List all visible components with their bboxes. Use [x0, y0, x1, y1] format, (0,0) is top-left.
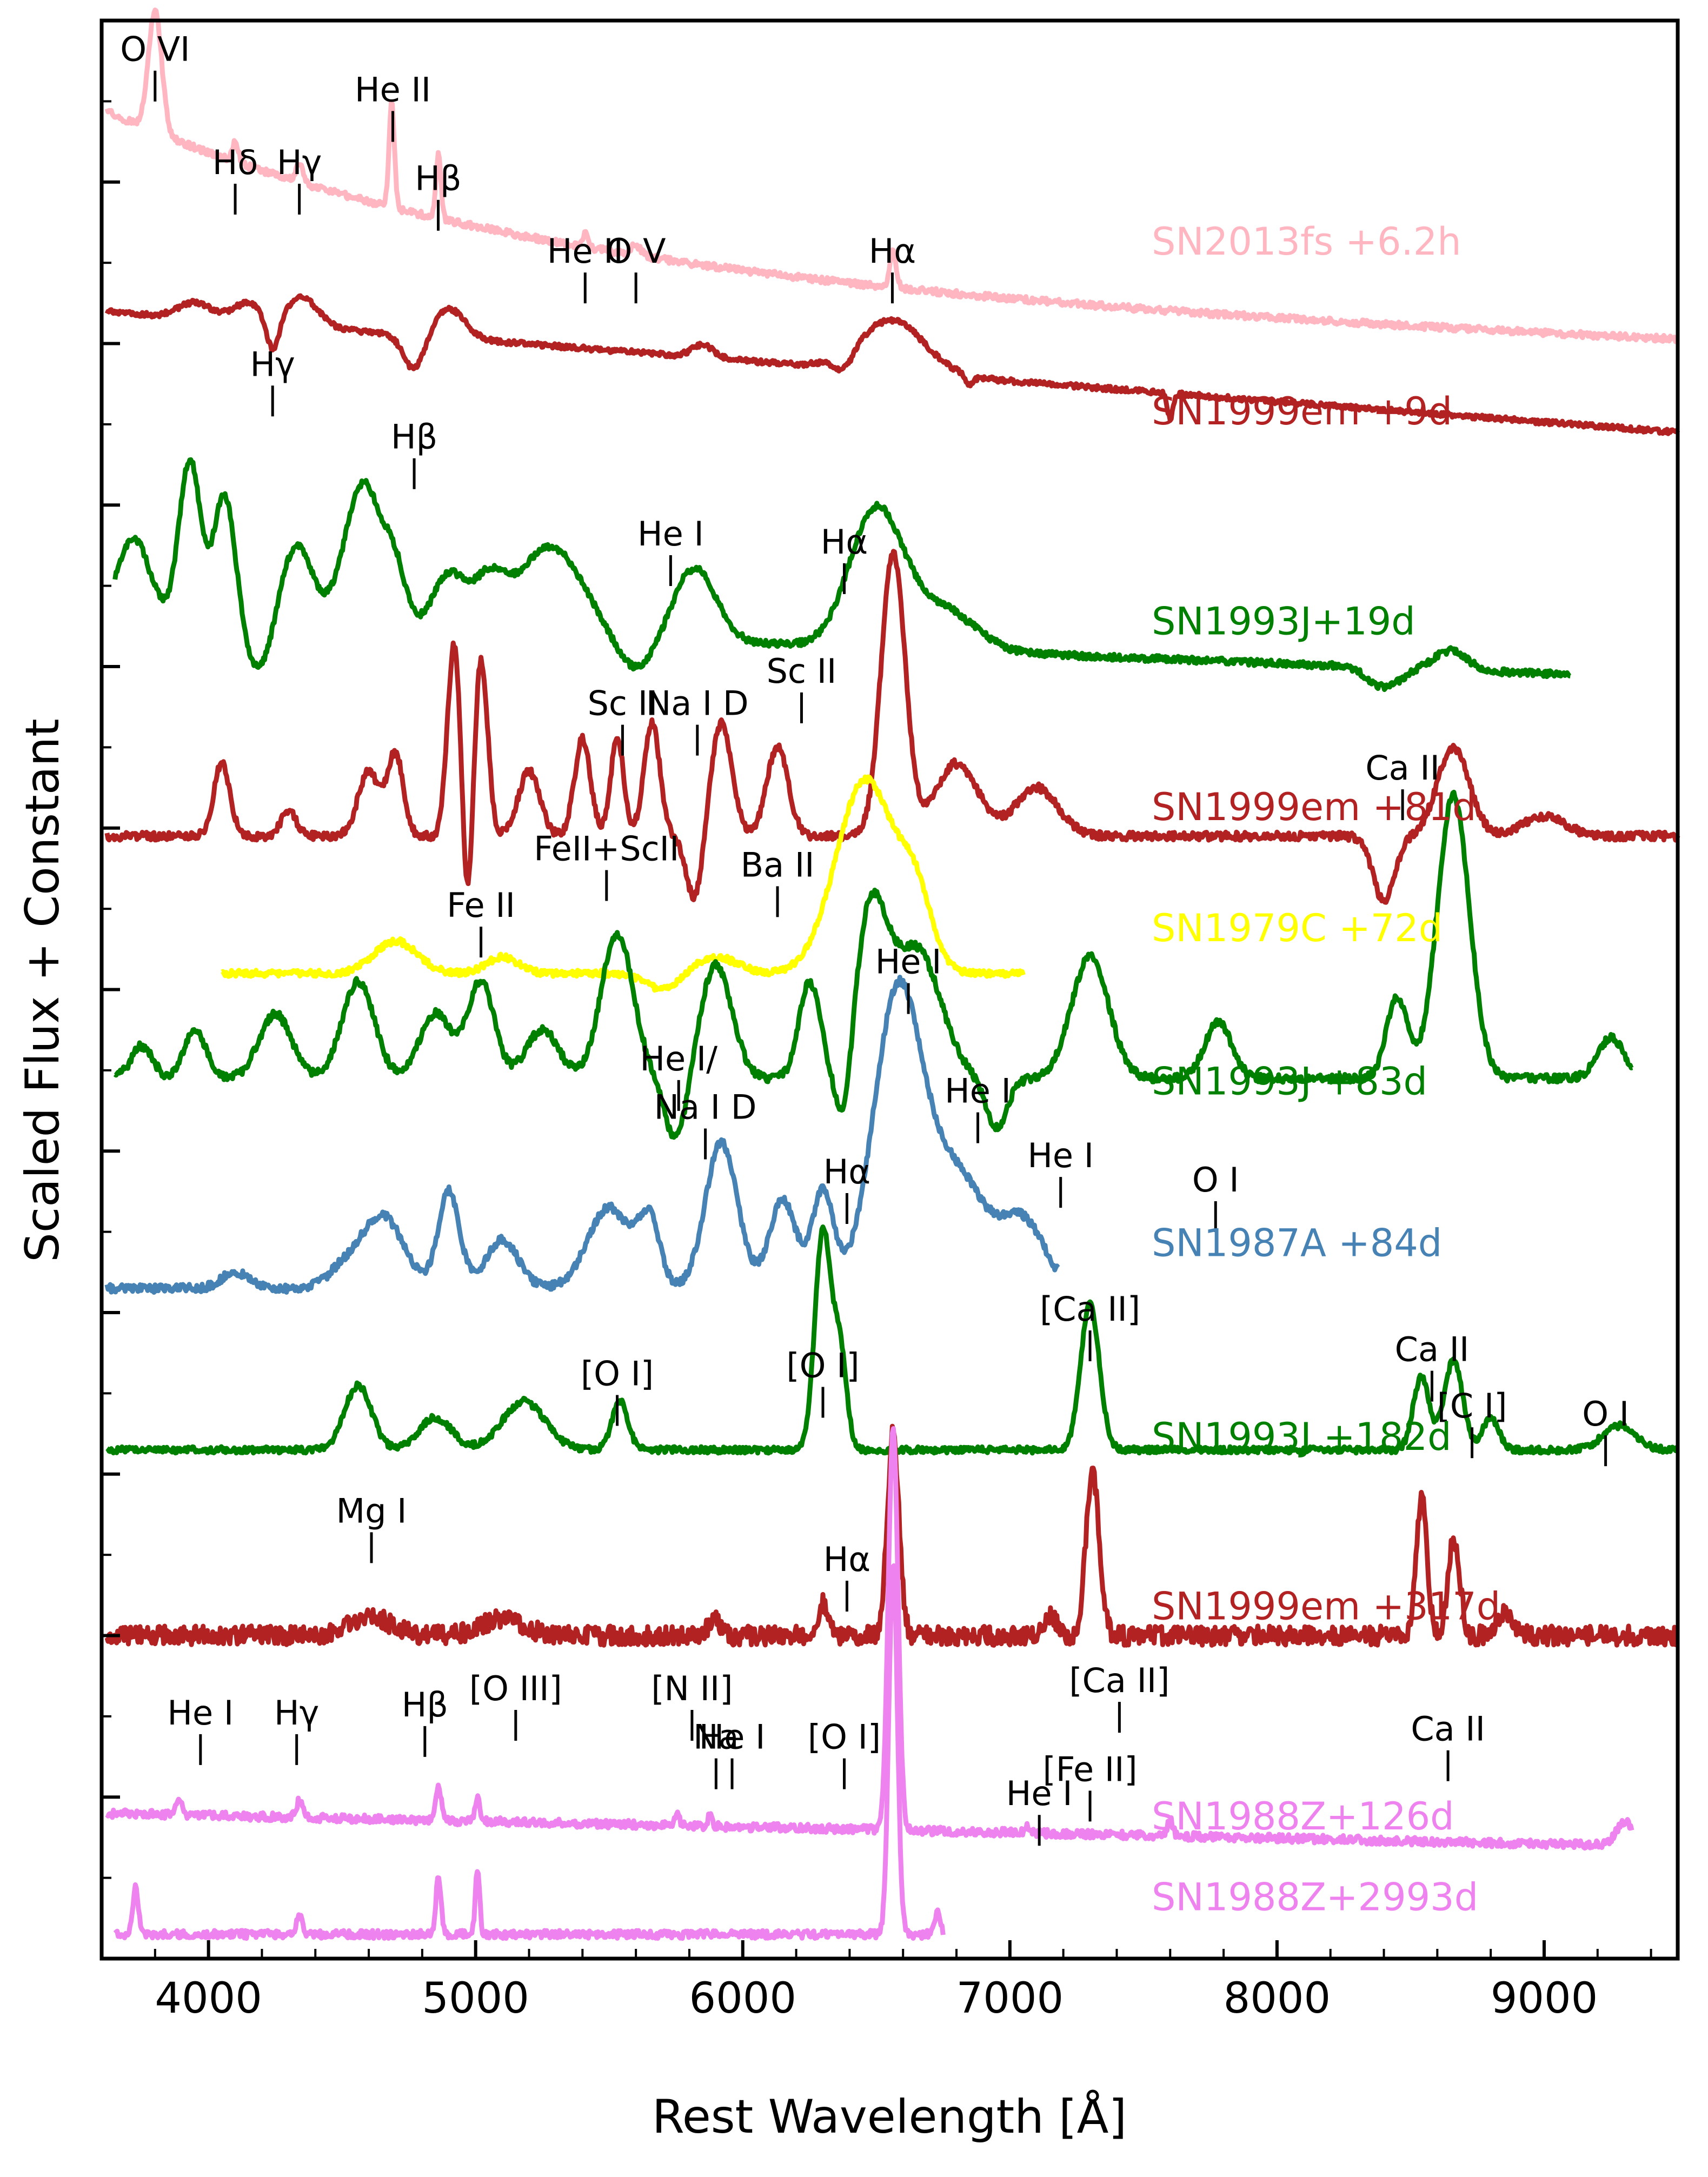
- series-line: [105, 1426, 1634, 1851]
- line-id-label: [O III]: [469, 1669, 562, 1708]
- line-id-label: Hγ: [274, 1693, 319, 1733]
- line-id-label: Hα: [823, 1152, 871, 1191]
- line-id-label: Hα: [821, 522, 868, 562]
- line-id-label: Hα: [869, 231, 916, 271]
- series-line: [104, 8, 1680, 344]
- axis-layer: 4000 5000 6000 7000 8000 9000: [101, 100, 1652, 2023]
- series-label: SN1999em +9d: [1152, 389, 1452, 434]
- line-id-label: Na I D: [646, 684, 749, 723]
- series-label-layer: SN2013fs +6.2h SN1999em +9d SN1993J+19d SN1…: [1152, 219, 1500, 1919]
- line-id-label: Hβ: [391, 417, 437, 457]
- line-id-label: Hγ: [250, 344, 295, 384]
- line-id-label: Ca II: [1395, 1330, 1470, 1369]
- line-id-label: Hδ: [212, 143, 258, 182]
- line-id-label: [Fe II]: [1043, 1749, 1138, 1789]
- line-id-label: Sc II: [588, 684, 658, 723]
- x-tick-label: 4000: [155, 1974, 262, 2023]
- line-id-label: FeII+ScII: [534, 829, 679, 869]
- x-tick-label: 5000: [422, 1974, 529, 2023]
- line-id-label: Hα: [823, 1540, 871, 1579]
- series-label: SN1999em +317d: [1152, 1585, 1500, 1629]
- line-id-label: [C I]: [1437, 1386, 1507, 1426]
- line-id-label: Na: [693, 1717, 739, 1757]
- series-layer: [104, 8, 1680, 1941]
- line-id-label: Hβ: [402, 1685, 448, 1725]
- line-id-label: Hβ: [415, 159, 461, 198]
- line-id-label: He I: [1006, 1774, 1073, 1813]
- line-id-label: He I: [167, 1693, 234, 1733]
- line-id-label: O I: [1582, 1394, 1629, 1434]
- line-id-label: Ba II: [741, 845, 815, 884]
- line-id-label: He I: [875, 942, 942, 982]
- line-id-label: Ca II: [1365, 748, 1440, 788]
- series-line: [104, 1423, 1679, 1648]
- series-line: [104, 549, 1680, 905]
- line-id-label: He I: [945, 1071, 1011, 1111]
- line-id-label: He I: [1027, 1136, 1094, 1175]
- line-id-label: [N II]: [651, 1669, 733, 1708]
- line-id-label: [O I]: [808, 1717, 881, 1757]
- series-label: SN2013fs +6.2h: [1152, 219, 1461, 264]
- series-line: [104, 293, 1680, 436]
- series-label: SN1999em +81d: [1152, 785, 1477, 829]
- x-tick-label: 9000: [1491, 1974, 1598, 2023]
- x-tick-label: 7000: [956, 1974, 1064, 2023]
- line-id-label: Mg I: [336, 1491, 407, 1530]
- line-id-label: O I: [1192, 1160, 1239, 1200]
- x-tick-label: 6000: [689, 1974, 797, 2023]
- series-line: [220, 774, 1026, 993]
- line-id-label: [Ca II]: [1069, 1661, 1169, 1700]
- line-id-label: Na I D: [654, 1088, 757, 1127]
- x-tick-label: 8000: [1224, 1974, 1331, 2023]
- line-id-label: [O I]: [786, 1346, 859, 1386]
- series-label: SN1979C +72d: [1152, 906, 1443, 950]
- line-id-label: He I: [699, 1717, 766, 1757]
- series-line: [113, 1563, 946, 1941]
- line-id-label: He II: [547, 231, 623, 271]
- line-id-label: Ca II: [1411, 1709, 1485, 1749]
- line-id-label: O VI: [120, 30, 190, 69]
- series-label: SN1988Z+126d: [1152, 1794, 1454, 1839]
- series-label: SN1993J +182d: [1152, 1415, 1452, 1459]
- line-id-label: [O I]: [581, 1354, 654, 1393]
- line-id-label: He I/: [640, 1039, 717, 1078]
- x-axis-title: Rest Wavelength [Å]: [652, 2089, 1127, 2144]
- line-id-label: [Ca II]: [1040, 1289, 1140, 1329]
- series-line: [113, 789, 1634, 1140]
- series-line: [104, 975, 1060, 1295]
- line-id-label: Fe II: [447, 886, 515, 925]
- series-label: SN1993J +83d: [1152, 1060, 1427, 1104]
- series-label: SN1988Z+2993d: [1152, 1875, 1478, 1919]
- series-label: SN1993J+19d: [1152, 599, 1415, 643]
- line-id-label: Hγ: [277, 143, 322, 182]
- series-line: [112, 457, 1572, 693]
- series-label: SN1987A +84d: [1152, 1221, 1442, 1265]
- line-id-label: He II: [355, 70, 431, 109]
- plot-frame: [99, 18, 1680, 1961]
- line-id-label: Sc II: [767, 651, 837, 691]
- line-id-label: He I: [637, 514, 704, 554]
- line-id-label: O V: [606, 231, 666, 271]
- y-axis-title: Scaled Flux + Constant: [16, 718, 70, 1262]
